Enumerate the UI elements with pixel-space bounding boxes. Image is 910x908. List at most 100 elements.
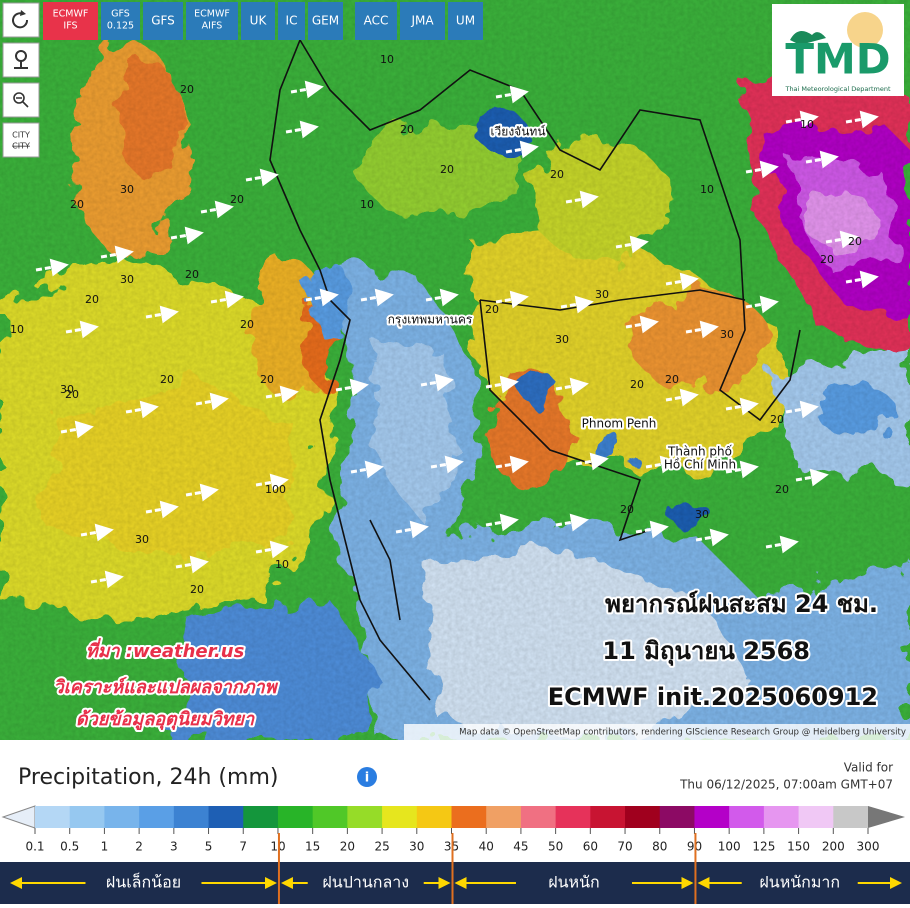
wind-arrow xyxy=(255,540,289,559)
contour-label: 10 xyxy=(360,198,374,211)
wind-arrow xyxy=(725,460,759,479)
model-label: UK xyxy=(250,14,268,28)
wind-arrow xyxy=(505,140,539,159)
place-label: เวียงจันทน์ xyxy=(490,125,545,139)
valid-time: Thu 06/12/2025, 07:00am GMT+07 xyxy=(679,778,893,792)
wind-arrow xyxy=(195,392,229,411)
wind-arrow xyxy=(65,320,99,339)
colorbar-segment xyxy=(208,806,244,828)
credit-line: วิเคราะห์และแปลผลจากภาพ xyxy=(54,676,279,698)
info-icon[interactable] xyxy=(357,767,377,787)
logo-subtitle: Thai Meteorological Department xyxy=(784,85,891,93)
model-button[interactable] xyxy=(448,2,483,40)
colorbar-tick-label: 30 xyxy=(409,840,424,854)
wind-arrow xyxy=(430,455,464,474)
city-label: CITY xyxy=(12,131,30,140)
colorbar-tick-label: 5 xyxy=(205,840,213,854)
model-label: ECMWF xyxy=(53,9,89,20)
valid-label: Valid for xyxy=(844,761,893,775)
model-button[interactable] xyxy=(143,2,183,40)
contour-label: 20 xyxy=(820,253,834,266)
wind-arrow xyxy=(795,468,829,487)
model-label: IFS xyxy=(63,21,77,32)
wind-arrow xyxy=(565,190,599,209)
model-label: ECMWF xyxy=(194,9,230,20)
svg-text:i: i xyxy=(365,771,369,786)
wind-arrow xyxy=(685,320,719,339)
contour-label: 20 xyxy=(230,193,244,206)
model-label: JMA xyxy=(410,14,434,28)
model-button[interactable] xyxy=(186,2,238,40)
wind-arrow xyxy=(725,397,759,416)
contour-label: 30 xyxy=(120,183,134,196)
colorbar-segment xyxy=(173,806,210,828)
model-button[interactable] xyxy=(43,2,98,40)
contour-label: 20 xyxy=(770,413,784,426)
colorbar-segment xyxy=(382,806,418,828)
zoom-button[interactable] xyxy=(2,82,40,118)
model-label: AIFS xyxy=(202,21,223,32)
model-label: ACC xyxy=(364,14,389,28)
colorbar-segment xyxy=(104,806,140,828)
contour-label: 20 xyxy=(65,388,79,401)
colorbar-segment xyxy=(243,806,279,828)
colorbar-segment xyxy=(486,806,522,828)
colorbar-tick-label: 70 xyxy=(617,840,632,854)
model-button[interactable] xyxy=(355,2,397,40)
contour-label: 20 xyxy=(260,373,274,386)
side-controls: CITY CITY xyxy=(2,2,40,158)
colorbar-tick-label: 2 xyxy=(135,840,143,854)
wind-arrow xyxy=(555,377,589,396)
model-button[interactable] xyxy=(400,2,445,40)
map[interactable]: 2030202030102030202010202030201020302030… xyxy=(0,0,910,740)
wind-arrow xyxy=(805,150,839,169)
colorbar-segment xyxy=(35,806,71,828)
contour-label: 20 xyxy=(180,83,194,96)
contour-label: 20 xyxy=(70,198,84,211)
city-button[interactable] xyxy=(2,122,40,158)
contour-label: 20 xyxy=(190,583,204,596)
colorbar-tick-label: 7 xyxy=(239,840,247,854)
colorbar-segment xyxy=(833,806,869,828)
model-label: 0.125 xyxy=(107,21,134,32)
title-line: พยากรณ์ฝนสะสม 24 ชม. xyxy=(605,590,878,618)
model-button[interactable] xyxy=(101,2,140,40)
wind-arrow xyxy=(635,520,669,539)
model-button[interactable] xyxy=(308,2,343,40)
wind-arrow xyxy=(170,226,204,245)
colorbar-tick-label: 300 xyxy=(857,840,880,854)
contour-label: 20 xyxy=(440,163,454,176)
colorbar-segment xyxy=(277,806,314,828)
colorbar-segment xyxy=(451,806,487,828)
contour-label: 20 xyxy=(550,168,564,181)
wind-arrow xyxy=(265,385,299,404)
wind-arrow xyxy=(255,473,289,492)
contour-label: 20 xyxy=(848,235,862,248)
credit-line: ที่มา :weather.us xyxy=(86,638,245,662)
wind-arrow xyxy=(495,290,529,309)
wind-arrow xyxy=(745,295,779,314)
wind-arrow xyxy=(200,200,234,219)
wind-arrow xyxy=(645,455,679,474)
wind-arrow xyxy=(615,235,649,254)
wind-arrow xyxy=(305,288,339,307)
wind-arrow xyxy=(210,290,244,309)
colorbar-segment xyxy=(69,806,105,828)
wind-arrow xyxy=(495,455,529,474)
contour-label: 20 xyxy=(665,373,679,386)
colorbar-tick-label: 50 xyxy=(548,840,563,854)
wind-arrow xyxy=(90,570,124,589)
colorbar-segment xyxy=(798,806,834,828)
refresh-button[interactable] xyxy=(2,2,40,38)
model-button[interactable] xyxy=(278,2,305,40)
contour-label: 30 xyxy=(120,273,134,286)
contour-label: 20 xyxy=(185,268,199,281)
model-button[interactable] xyxy=(241,2,275,40)
wind-arrow xyxy=(495,85,529,104)
model-label: GFS xyxy=(151,14,175,28)
colorbar-end xyxy=(868,806,905,828)
colorbar-segment xyxy=(763,806,800,828)
colorbar-tick-label: 1 xyxy=(101,840,109,854)
contour-label: 10 xyxy=(800,118,814,131)
colorbar-tick-label: 20 xyxy=(340,840,355,854)
